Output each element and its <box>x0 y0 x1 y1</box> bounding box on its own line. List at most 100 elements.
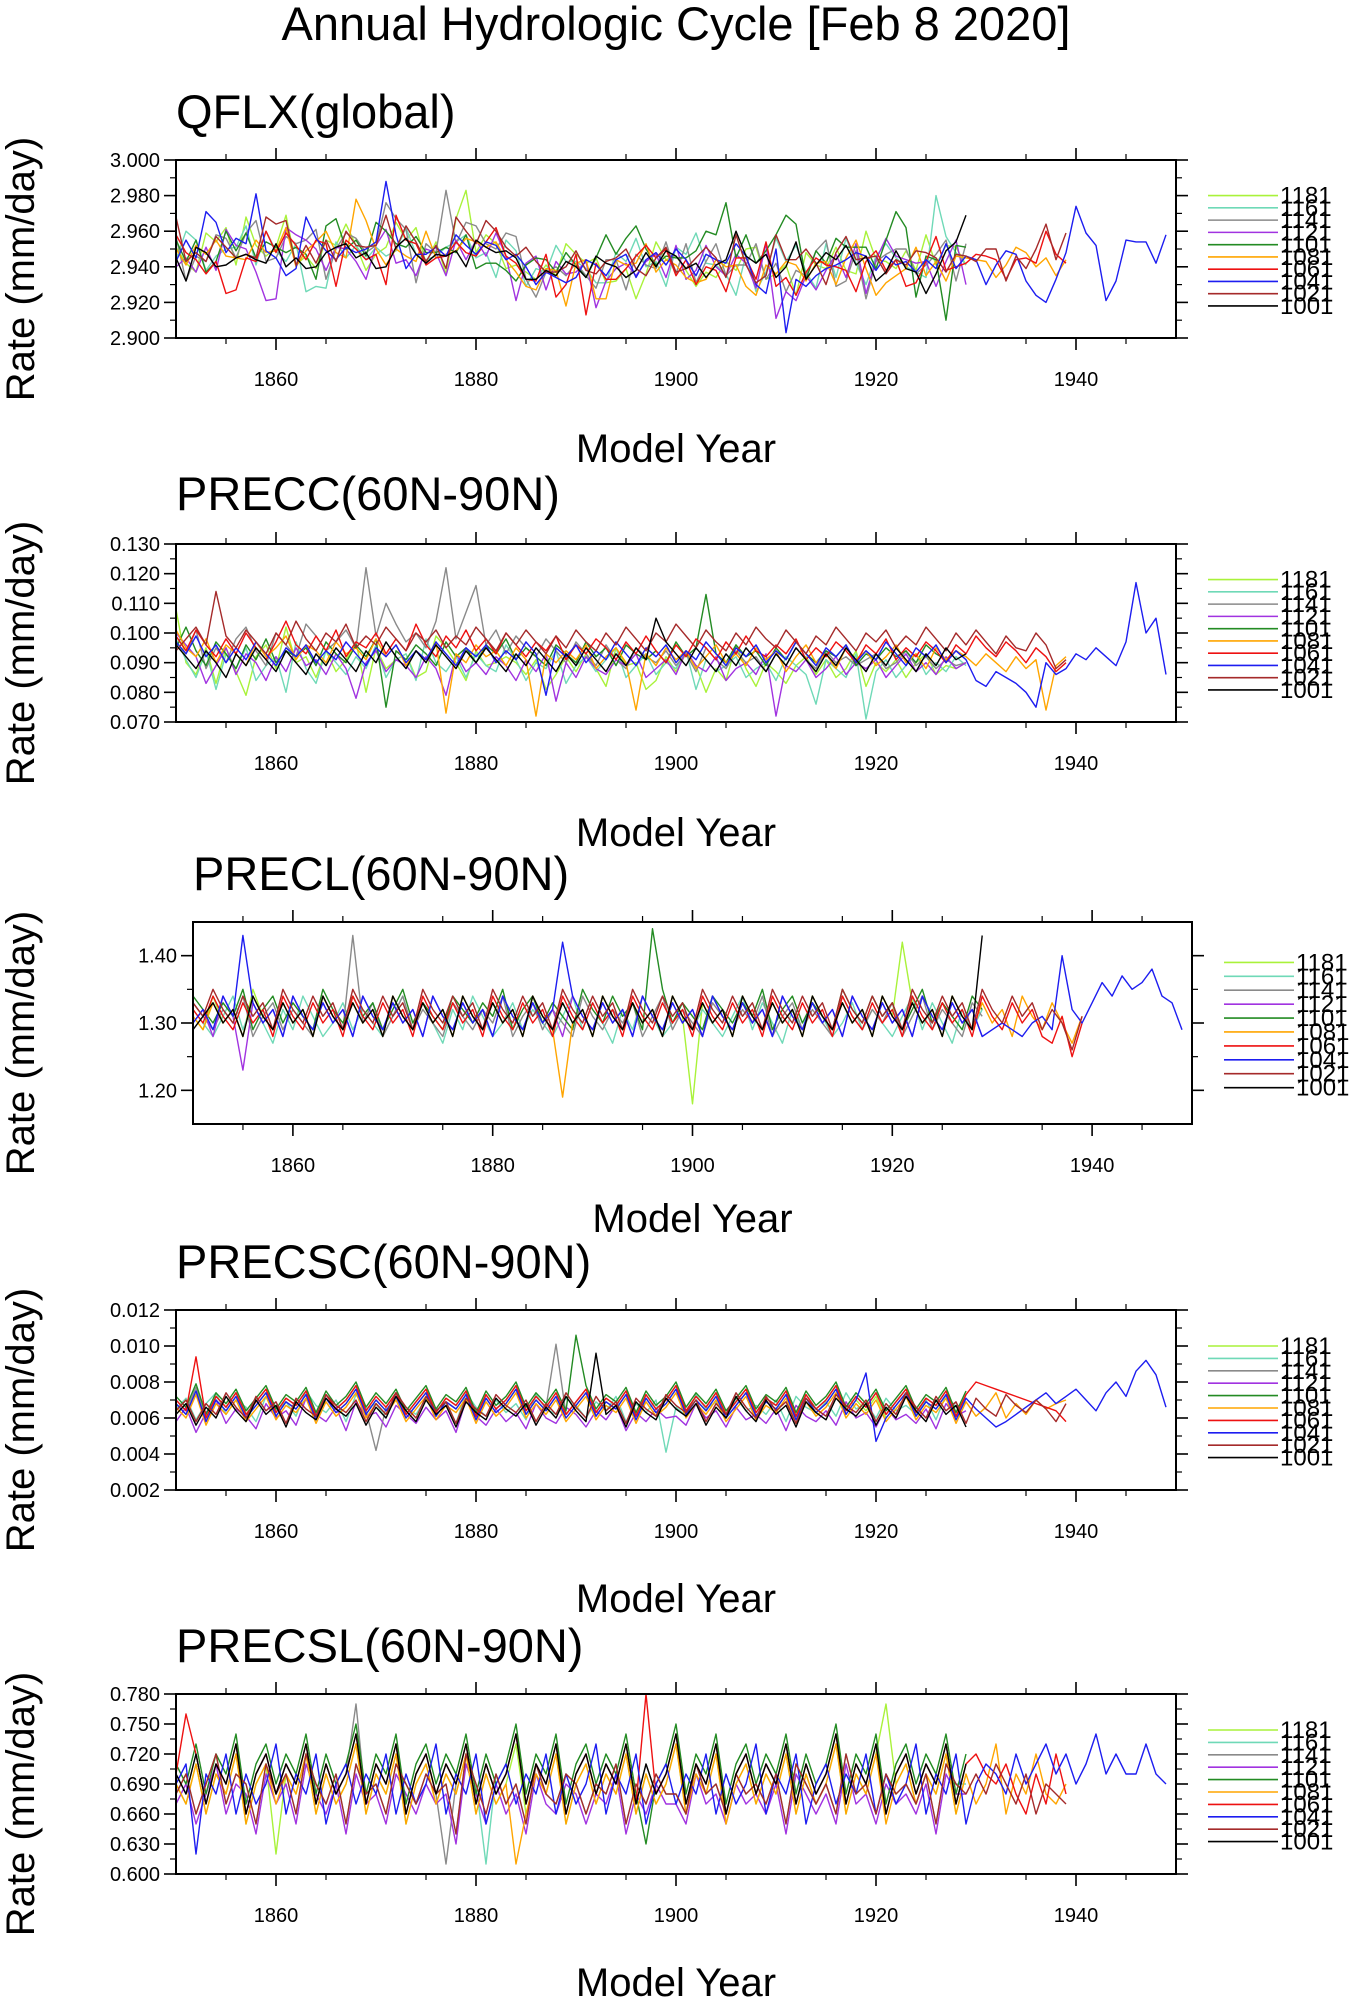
precl-title: PRECL(60N-90N) <box>193 847 569 900</box>
precsl-title: PRECSL(60N-90N) <box>176 1619 583 1672</box>
precsl-series-group <box>176 1694 1167 1865</box>
precl-legend-label-1081: 1081 <box>1296 1019 1349 1046</box>
qflx-series-1021 <box>176 214 1067 286</box>
precl-yaxis-label: Rate (mm/day) <box>0 911 43 1176</box>
precl-xtick-label: 1900 <box>670 1155 715 1177</box>
qflx-xtick-label: 1880 <box>454 369 499 391</box>
precsl-series-1021 <box>176 1753 1067 1835</box>
precc-legend-label-1081: 1081 <box>1280 628 1333 655</box>
precsl-yaxis-label: Rate (mm/day) <box>0 1672 43 1937</box>
precc-xtick-label: 1920 <box>854 753 899 775</box>
precsc-xaxis-label: Model Year <box>576 1577 776 1621</box>
precsc-ytick-label: 0.008 <box>110 1372 160 1394</box>
qflx-series-1041 <box>176 180 1167 334</box>
precc-series-1181 <box>176 609 967 696</box>
precc-ytick-label: 0.080 <box>110 682 160 704</box>
qflx-legend-label-1161: 1161 <box>1280 195 1332 222</box>
precl-legend-label-1141: 1141 <box>1296 977 1348 1004</box>
precsl-panel: PRECSL(60N-90N) 0.600 0.630 0.660 0.690 0.720… <box>0 1619 1333 2000</box>
precc-series-1061 <box>176 620 1067 673</box>
precl-legend-label-1021: 1021 <box>1296 1061 1349 1088</box>
precl-series-1021 <box>193 988 1083 1051</box>
precsl-ytick-label: 0.780 <box>110 1684 160 1706</box>
precsl-ytick-label: 0.720 <box>110 1744 160 1766</box>
precsl-xtick-label: 1860 <box>254 1905 299 1927</box>
precsc-panel: PRECSC(60N-90N) 0.002 0.004 0.006 0.008 0.010… <box>0 1235 1333 1621</box>
precsc-legend-label-1101: 1101 <box>1280 1383 1332 1410</box>
qflx-legend-label-1141: 1141 <box>1280 207 1332 234</box>
precc-xaxis-label: Model Year <box>576 811 776 855</box>
precl-xtick-label: 1940 <box>1070 1155 1115 1177</box>
precc-ytick-label: 0.090 <box>110 653 160 675</box>
panels: QFLX(global) 2.900 2.920 2.940 2.960 2.980 3.0… <box>0 85 1349 2000</box>
precc-series-1001 <box>176 617 967 679</box>
precl-series-1061 <box>193 995 1083 1058</box>
precsc-xtick-label: 1900 <box>654 1521 699 1543</box>
precc-legend-label-1021: 1021 <box>1280 665 1333 692</box>
precsl-legend-label-1101: 1101 <box>1280 1767 1332 1794</box>
precsc-ytick-label: 0.012 <box>110 1300 160 1322</box>
qflx-legend-label-1001: 1001 <box>1280 293 1333 320</box>
precsl-xaxis-label: Model Year <box>576 1961 776 2000</box>
precl-legend-label-1061: 1061 <box>1296 1033 1349 1060</box>
qflx-legend-label-1121: 1121 <box>1280 219 1332 246</box>
precsl-xtick-label: 1900 <box>654 1905 699 1927</box>
precc-ytick-label: 0.130 <box>110 534 160 556</box>
precc-legend-label-1181: 1181 <box>1280 567 1332 594</box>
precsc-legend-label-1181: 1181 <box>1280 1333 1332 1360</box>
precsl-series-1041 <box>176 1733 1167 1855</box>
precsl-legend-label-1001: 1001 <box>1280 1829 1333 1856</box>
precc-legend-label-1001: 1001 <box>1280 677 1333 704</box>
precsl-legend-label-1121: 1121 <box>1280 1754 1332 1781</box>
precc-xtick-label: 1880 <box>454 753 499 775</box>
precc-ytick-label: 0.120 <box>110 564 160 586</box>
precsc-xtick-label: 1860 <box>254 1521 299 1543</box>
precl-xtick-label: 1920 <box>870 1155 915 1177</box>
precc-series-1041 <box>176 581 1167 708</box>
precc-legend-label-1101: 1101 <box>1280 616 1332 643</box>
precsc-legend-label-1121: 1121 <box>1280 1370 1332 1397</box>
precsc-legend-label-1041: 1041 <box>1280 1420 1333 1447</box>
precl-series-1001 <box>193 935 983 1038</box>
qflx-ytick-label: 3.000 <box>110 150 160 172</box>
precsc-series-1041 <box>176 1359 1167 1443</box>
precl-xtick-label: 1860 <box>271 1155 316 1177</box>
precsl-ytick-label: 0.750 <box>110 1714 160 1736</box>
qflx-legend-label-1061: 1061 <box>1280 256 1333 283</box>
precsc-legend-label-1161: 1161 <box>1280 1345 1332 1372</box>
precc-panel: PRECC(60N-90N) 0.070 0.080 0.090 0.100 0.110 0… <box>0 467 1333 855</box>
qflx-ytick-label: 2.980 <box>110 186 160 208</box>
qflx-ytick-label: 2.920 <box>110 292 160 314</box>
precsc-legend-label-1061: 1061 <box>1280 1407 1333 1434</box>
precsl-ytick-label: 0.690 <box>110 1774 160 1796</box>
figure-title: Annual Hydrologic Cycle [Feb 8 2020] <box>282 0 1071 50</box>
precsl-legend-label-1181: 1181 <box>1280 1717 1332 1744</box>
qflx-xtick-label: 1940 <box>1054 369 1099 391</box>
precsc-xtick-label: 1940 <box>1054 1521 1099 1543</box>
qflx-legend-label-1021: 1021 <box>1280 281 1333 308</box>
precl-ytick-label: 1.30 <box>138 1013 177 1035</box>
precsc-legend-label-1141: 1141 <box>1280 1358 1332 1385</box>
precsc-ytick-label: 0.006 <box>110 1408 160 1430</box>
precsc-series-1021 <box>176 1392 1067 1425</box>
precsc-ytick-label: 0.010 <box>110 1336 160 1358</box>
qflx-series-group <box>176 180 1167 334</box>
precsc-series-1081 <box>176 1392 1067 1426</box>
qflx-legend-label-1041: 1041 <box>1280 268 1333 295</box>
qflx-yaxis-label: Rate (mm/day) <box>0 137 43 402</box>
precc-ytick-label: 0.110 <box>111 593 160 615</box>
precsc-legend-label-1081: 1081 <box>1280 1395 1333 1422</box>
qflx-xtick-label: 1900 <box>654 369 699 391</box>
precl-legend-label-1041: 1041 <box>1296 1047 1349 1074</box>
qflx-series-1161 <box>176 194 967 296</box>
precsl-legend-label-1141: 1141 <box>1280 1742 1332 1769</box>
precsc-legend-label-1001: 1001 <box>1280 1445 1333 1472</box>
precc-xtick-label: 1900 <box>654 753 699 775</box>
precsl-legend-label-1021: 1021 <box>1280 1816 1333 1843</box>
precsc-series-1001 <box>176 1352 967 1428</box>
qflx-ytick-label: 2.900 <box>110 328 160 350</box>
qflx-title: QFLX(global) <box>176 85 456 138</box>
precl-legend-label-1161: 1161 <box>1296 963 1348 990</box>
precsl-ytick-label: 0.630 <box>110 1834 160 1856</box>
